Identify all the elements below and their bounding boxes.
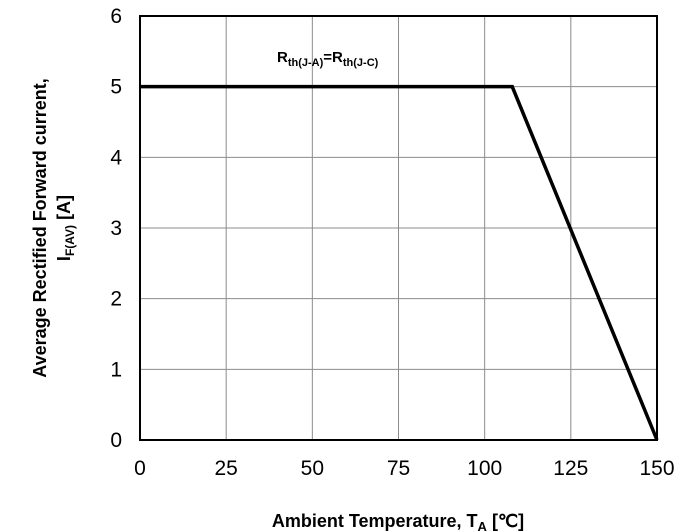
tick-labels: 0 25 50 75 100 125 150 0 1 2 3 4 5 6 <box>110 5 674 480</box>
y-tick-label: 3 <box>110 217 122 240</box>
y-tick-label: 2 <box>110 288 122 311</box>
x-tick-label: 75 <box>387 457 410 480</box>
y-tick-label: 6 <box>110 5 122 28</box>
gridlines <box>140 16 657 440</box>
y-tick-label: 0 <box>110 429 122 452</box>
y-axis-title-line1: Average Rectified Forward current, <box>30 78 50 377</box>
x-tick-label: 25 <box>214 457 237 480</box>
x-tick-label: 150 <box>639 457 674 480</box>
x-axis-title: Ambient Temperature, TA [℃] <box>272 511 524 532</box>
derating-curve <box>140 84 659 441</box>
x-tick-label: 100 <box>467 457 502 480</box>
y-tick-label: 1 <box>110 358 122 381</box>
plot-frame <box>139 15 658 441</box>
y-axis-title: Average Rectified Forward current, IF(AV… <box>30 78 77 377</box>
y-tick-label: 5 <box>110 76 122 99</box>
y-axis-title-line2: IF(AV) [A] <box>54 195 77 261</box>
y-tick-label: 4 <box>110 146 122 169</box>
series-layer <box>140 84 659 441</box>
x-tick-label: 50 <box>301 457 324 480</box>
x-tick-label: 0 <box>134 457 146 480</box>
x-tick-label: 125 <box>553 457 588 480</box>
thermal-resistance-annotation: Rth(J-A)=Rth(J-C) <box>277 49 379 69</box>
